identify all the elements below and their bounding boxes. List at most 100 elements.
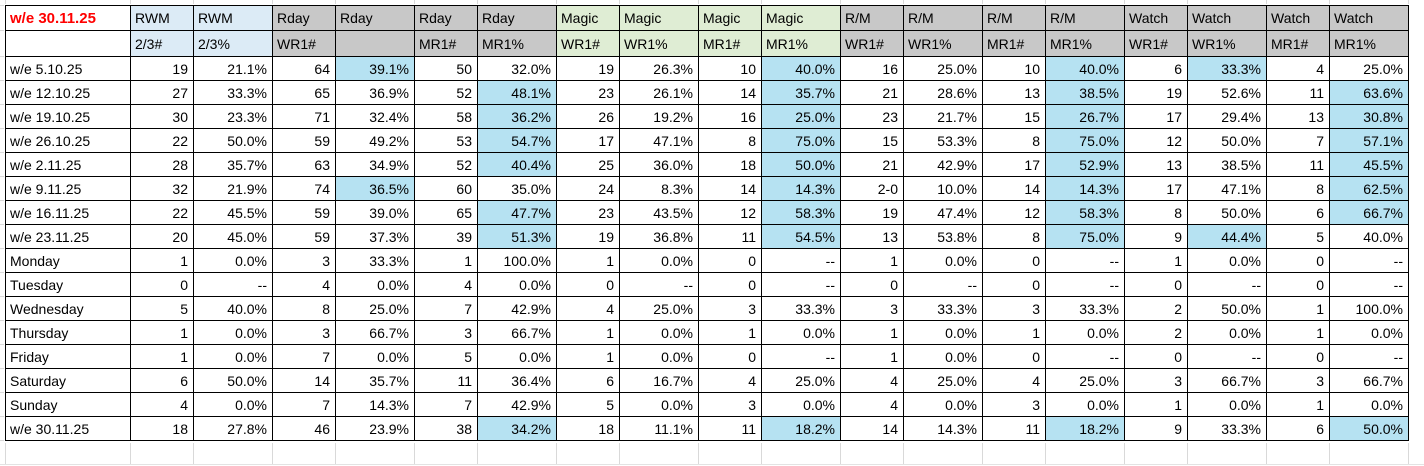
cell[interactable]: 23.9% bbox=[335, 416, 415, 441]
cell-highlighted[interactable]: 33.3% bbox=[1187, 56, 1267, 81]
cell[interactable]: 3 bbox=[982, 296, 1046, 321]
cell-highlighted[interactable]: 18.2% bbox=[761, 416, 841, 441]
cell-highlighted[interactable]: 50.0% bbox=[1329, 416, 1409, 441]
cell[interactable]: 0.0% bbox=[1045, 320, 1125, 345]
cell[interactable]: 6 bbox=[1124, 56, 1188, 81]
cell[interactable]: 26.3% bbox=[619, 56, 699, 81]
cell[interactable]: 13 bbox=[1124, 152, 1188, 177]
header-sub-cell[interactable]: WR1# bbox=[840, 30, 904, 57]
cell[interactable]: 64 bbox=[272, 56, 336, 81]
cell[interactable]: 0.0% bbox=[335, 344, 415, 369]
cell[interactable]: 4 bbox=[698, 368, 762, 393]
cell[interactable]: 1 bbox=[414, 248, 478, 273]
cell[interactable]: 33.3% bbox=[1187, 416, 1267, 441]
cell[interactable]: 4 bbox=[414, 272, 478, 297]
cell[interactable]: 20 bbox=[130, 224, 194, 249]
cell[interactable]: 1 bbox=[556, 344, 620, 369]
cell-highlighted[interactable]: 62.5% bbox=[1329, 176, 1409, 201]
cell[interactable]: 0 bbox=[1124, 344, 1188, 369]
cell[interactable]: 33.3% bbox=[761, 296, 841, 321]
cell[interactable]: 0.0% bbox=[477, 272, 557, 297]
cell[interactable]: 4 bbox=[840, 368, 904, 393]
cell[interactable]: 46 bbox=[272, 416, 336, 441]
cell[interactable]: -- bbox=[619, 272, 699, 297]
cell[interactable]: 9 bbox=[1124, 224, 1188, 249]
cell[interactable]: 3 bbox=[272, 320, 336, 345]
cell[interactable]: 19.2% bbox=[619, 104, 699, 129]
cell[interactable]: 4 bbox=[982, 368, 1046, 393]
header-group-cell[interactable]: Watch bbox=[1329, 5, 1409, 31]
cell[interactable]: -- bbox=[1045, 248, 1125, 273]
cell[interactable]: 14 bbox=[982, 176, 1046, 201]
cell[interactable]: 0.0% bbox=[335, 272, 415, 297]
cell[interactable]: 6 bbox=[130, 368, 194, 393]
cell[interactable]: 38 bbox=[414, 416, 478, 441]
cell[interactable]: 15 bbox=[982, 104, 1046, 129]
cell[interactable]: 7 bbox=[414, 296, 478, 321]
cell[interactable]: 0.0% bbox=[619, 320, 699, 345]
cell[interactable]: 21.7% bbox=[903, 104, 983, 129]
cell[interactable]: 2 bbox=[1124, 320, 1188, 345]
cell-highlighted[interactable]: 40.0% bbox=[1045, 56, 1125, 81]
cell[interactable]: 0.0% bbox=[903, 344, 983, 369]
cell[interactable]: 1 bbox=[556, 248, 620, 273]
cell[interactable]: 26 bbox=[556, 104, 620, 129]
cell[interactable]: 3 bbox=[698, 296, 762, 321]
header-group-cell[interactable]: R/M bbox=[840, 5, 904, 31]
cell[interactable]: 65 bbox=[414, 200, 478, 225]
cell-highlighted[interactable]: 40.0% bbox=[761, 56, 841, 81]
header-group-cell[interactable]: R/M bbox=[982, 5, 1046, 31]
cell[interactable]: 0 bbox=[1266, 344, 1330, 369]
cell-highlighted[interactable]: 58.3% bbox=[1045, 200, 1125, 225]
cell[interactable]: 7 bbox=[272, 392, 336, 417]
cell[interactable]: 12 bbox=[1124, 128, 1188, 153]
cell[interactable]: 2-0 bbox=[840, 176, 904, 201]
cell-highlighted[interactable]: 54.7% bbox=[477, 128, 557, 153]
cell[interactable]: 45.0% bbox=[193, 224, 273, 249]
cell[interactable]: 16 bbox=[840, 56, 904, 81]
row-label[interactable]: Wednesday bbox=[5, 296, 131, 321]
header-group-cell[interactable]: Magic bbox=[761, 5, 841, 31]
cell[interactable]: 59 bbox=[272, 224, 336, 249]
cell[interactable]: 18 bbox=[698, 152, 762, 177]
cell[interactable]: 47.1% bbox=[1187, 176, 1267, 201]
header-group-cell[interactable]: Magic bbox=[556, 5, 620, 31]
cell-highlighted[interactable]: 36.2% bbox=[477, 104, 557, 129]
cell[interactable]: 11 bbox=[982, 416, 1046, 441]
cell[interactable]: 0.0% bbox=[1187, 320, 1267, 345]
row-label[interactable]: w/e 30.11.25 bbox=[5, 416, 131, 441]
cell[interactable]: -- bbox=[903, 272, 983, 297]
cell[interactable]: 43.5% bbox=[619, 200, 699, 225]
header-group-cell[interactable]: Magic bbox=[619, 5, 699, 31]
cell[interactable]: 33.3% bbox=[1045, 296, 1125, 321]
header-group-cell[interactable]: R/M bbox=[903, 5, 983, 31]
cell[interactable]: 21 bbox=[840, 80, 904, 105]
cell[interactable]: 8 bbox=[982, 224, 1046, 249]
cell[interactable]: 11 bbox=[698, 224, 762, 249]
cell[interactable]: 100.0% bbox=[477, 248, 557, 273]
cell[interactable]: 0.0% bbox=[193, 248, 273, 273]
cell[interactable]: -- bbox=[193, 272, 273, 297]
cell[interactable]: 65 bbox=[272, 80, 336, 105]
header-sub-cell[interactable]: WR1# bbox=[272, 30, 336, 57]
cell[interactable]: 71 bbox=[272, 104, 336, 129]
cell[interactable]: 1 bbox=[840, 320, 904, 345]
cell[interactable]: 3 bbox=[698, 392, 762, 417]
cell[interactable]: 11 bbox=[698, 416, 762, 441]
cell[interactable]: 11.1% bbox=[619, 416, 699, 441]
cell[interactable]: 28.6% bbox=[903, 80, 983, 105]
cell[interactable]: 10 bbox=[698, 56, 762, 81]
cell[interactable]: 29.4% bbox=[1187, 104, 1267, 129]
cell[interactable]: 3 bbox=[414, 320, 478, 345]
cell[interactable]: 39.0% bbox=[335, 200, 415, 225]
header-sub-cell[interactable]: MR1# bbox=[1266, 30, 1330, 57]
header-sub-cell[interactable]: MR1% bbox=[477, 30, 557, 57]
cell[interactable]: 23 bbox=[556, 80, 620, 105]
cell[interactable]: 0 bbox=[982, 272, 1046, 297]
cell[interactable]: 3 bbox=[1266, 368, 1330, 393]
header-sub-cell[interactable]: WR1# bbox=[556, 30, 620, 57]
cell[interactable]: 0 bbox=[982, 344, 1046, 369]
cell[interactable]: 23.3% bbox=[193, 104, 273, 129]
cell[interactable]: 35.7% bbox=[335, 368, 415, 393]
cell[interactable]: 13 bbox=[982, 80, 1046, 105]
